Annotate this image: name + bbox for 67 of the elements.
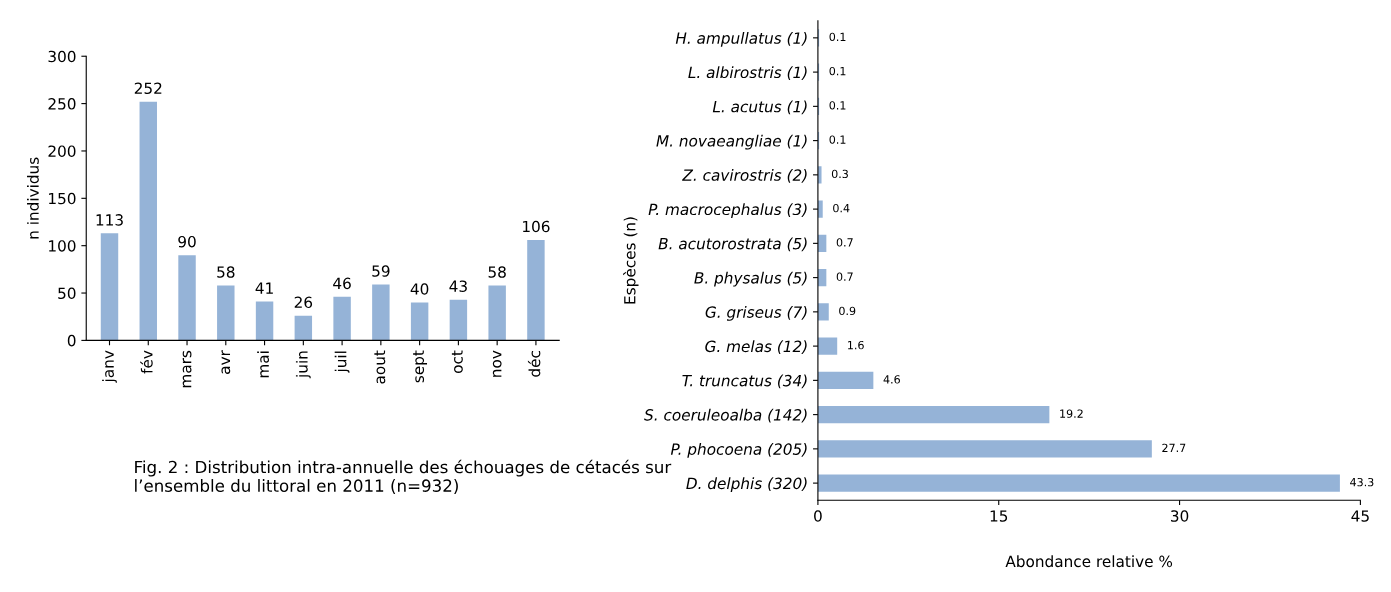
- x-tick-label: mai: [257, 351, 269, 378]
- x-tick-label: juil: [334, 351, 350, 373]
- data-label: 106: [523, 220, 550, 233]
- x-axis-title: Abondance relative %: [1005, 555, 1173, 568]
- data-label: 0.1: [829, 32, 846, 42]
- x-tick-label: aout: [374, 350, 386, 384]
- data-label: 58: [488, 266, 506, 278]
- data-label: 26: [294, 296, 313, 309]
- data-label: 90: [178, 235, 196, 248]
- data-label: 252: [134, 82, 162, 95]
- y-tick-label: S. coeruleoalba (142): [644, 408, 807, 423]
- y-tick-label: D. delphis (320): [686, 477, 807, 493]
- x-tick-label: 0: [814, 510, 822, 522]
- y-tick-label: 50: [58, 287, 76, 300]
- x-tick-label: nov: [492, 350, 502, 377]
- data-label: 58: [217, 266, 235, 278]
- data-label: 43.3: [1350, 477, 1374, 487]
- y-tick-label: 150: [49, 192, 76, 205]
- x-tick-label: mars: [182, 350, 192, 388]
- x-tick-label: sept: [413, 350, 428, 383]
- data-label: 4.6: [883, 375, 900, 384]
- y-tick-label: 300: [48, 50, 76, 63]
- x-tick-label: 30: [1171, 510, 1189, 522]
- y-tick-label: 0: [67, 334, 76, 347]
- data-label: 1.6: [848, 340, 864, 350]
- y-tick-label: Z. cavirostris (2): [682, 169, 807, 183]
- x-tick-label: fév: [140, 350, 153, 374]
- x-tick-label: avr: [221, 350, 231, 374]
- y-tick-label: G. griseus (7): [705, 306, 807, 321]
- data-label: 0.9: [839, 306, 856, 316]
- y-tick-label: 200: [48, 145, 76, 157]
- caption: Fig. 2 : Distribution intra-annuelle des échouages de cétacés sur l’ensemble du littoral en 2011 (n=932): [135, 459, 672, 494]
- data-label: 113: [96, 214, 123, 226]
- y-tick-label: L. acutus (1): [712, 100, 807, 115]
- y-axis-title: Espèces (n): [623, 217, 639, 304]
- data-label: 19.2: [1060, 409, 1083, 418]
- y-tick-label: M. novaeangliae (1): [656, 134, 807, 150]
- data-label: 0.7: [836, 238, 853, 247]
- x-tick-label: 45: [1351, 510, 1369, 522]
- y-tick-label: T. truncatus (34): [682, 374, 807, 389]
- y-tick-label: 100: [49, 240, 76, 252]
- y-tick-label: P. phocoena (205): [670, 443, 807, 458]
- x-tick-label: janv: [102, 350, 117, 383]
- data-label: 41: [255, 282, 273, 294]
- data-label: 46: [333, 277, 351, 290]
- data-label: 0.4: [833, 203, 850, 213]
- x-tick-label: oct: [451, 350, 463, 374]
- y-tick-label: P. macrocephalus (3): [648, 203, 807, 219]
- y-tick-label: L. albirostris (1): [688, 66, 807, 80]
- data-label: 0.3: [831, 169, 848, 179]
- data-label: 40: [410, 283, 429, 295]
- data-label: 0.7: [836, 272, 853, 281]
- y-tick-label: G. melas (12): [705, 340, 807, 354]
- x-tick-label: déc: [527, 351, 541, 377]
- data-label: 59: [372, 265, 390, 277]
- data-label: 43: [449, 280, 467, 292]
- data-label: 27.7: [1162, 443, 1186, 452]
- y-tick-label: H. ampullatus (1): [675, 32, 807, 47]
- y-tick-label: B. acutorostrata (5): [658, 237, 807, 252]
- y-tick-label: B. physalus (5): [694, 271, 807, 287]
- x-tick-label: 15: [990, 510, 1008, 522]
- data-label: 0.1: [829, 66, 846, 76]
- y-axis-title: n individus: [27, 157, 39, 239]
- data-label: 0.1: [829, 101, 846, 110]
- data-label: 0.1: [829, 135, 846, 144]
- y-tick-label: 250: [48, 98, 76, 110]
- x-tick-label: juin: [295, 351, 311, 379]
